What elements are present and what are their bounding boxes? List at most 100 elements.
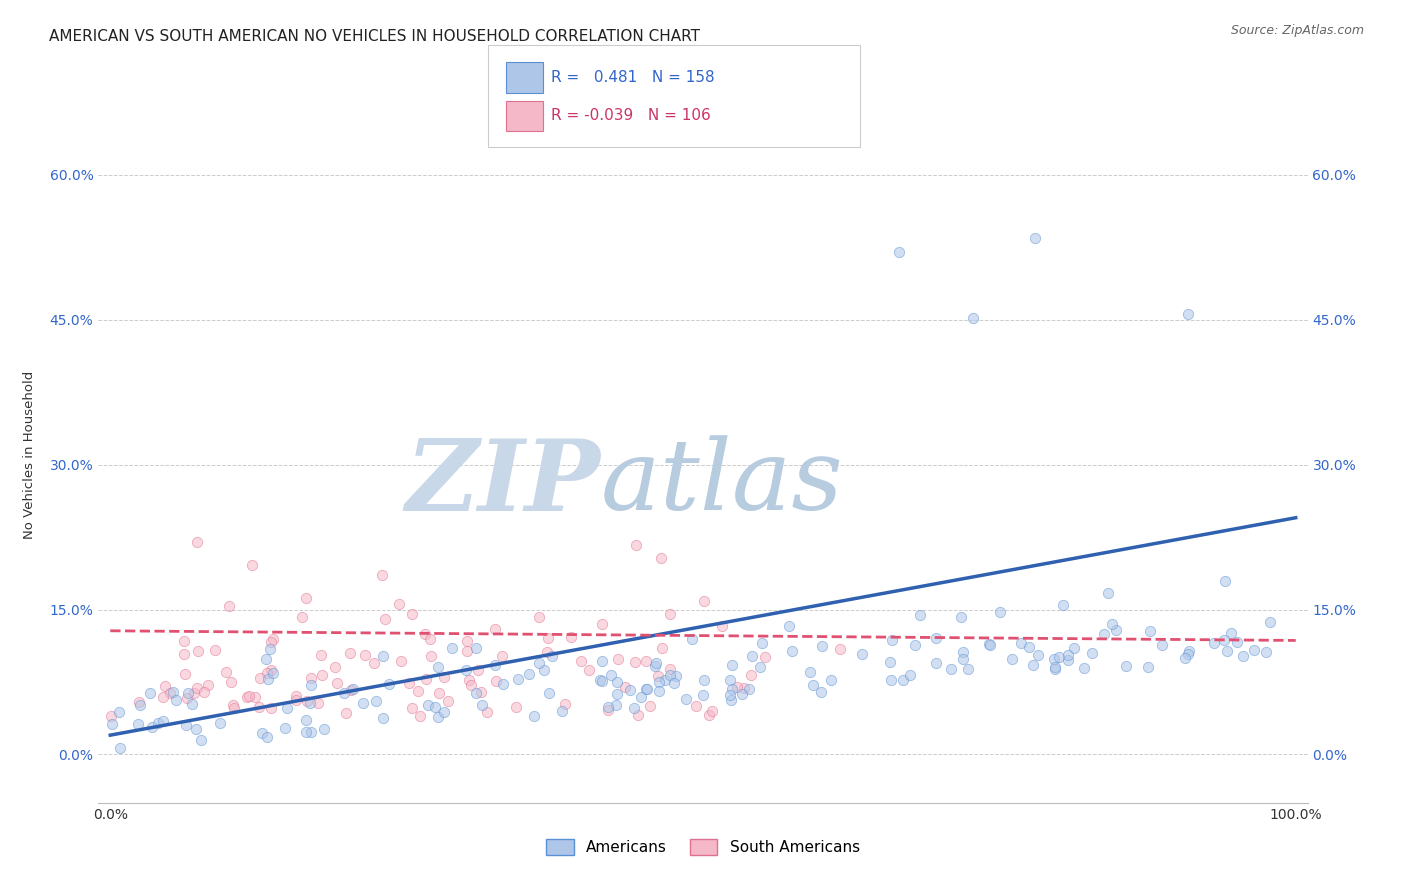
Point xyxy=(533,663,555,677)
Point xyxy=(224,700,246,714)
Point xyxy=(893,673,915,687)
Point xyxy=(692,688,714,702)
Point xyxy=(165,693,187,707)
Point xyxy=(325,676,347,690)
Point xyxy=(522,708,544,723)
Point xyxy=(700,704,723,718)
Point xyxy=(339,646,361,660)
Point xyxy=(749,660,772,674)
Point xyxy=(596,703,619,717)
Point xyxy=(401,700,423,714)
Point xyxy=(148,716,170,731)
Point xyxy=(471,698,494,712)
Point xyxy=(187,644,209,658)
Point xyxy=(554,697,576,711)
Point xyxy=(644,659,666,673)
Point xyxy=(173,647,195,661)
Point xyxy=(401,607,423,621)
Point xyxy=(427,709,450,723)
Point xyxy=(820,673,842,687)
Point xyxy=(778,618,800,632)
Point xyxy=(1215,574,1237,589)
Point xyxy=(720,693,742,707)
Point xyxy=(880,673,903,687)
Point xyxy=(651,640,673,655)
Point xyxy=(128,698,150,712)
Point xyxy=(260,700,283,714)
Point xyxy=(741,648,763,663)
Point xyxy=(388,597,411,611)
Point xyxy=(1018,640,1040,654)
Point xyxy=(174,717,197,731)
Point xyxy=(591,673,613,688)
Point xyxy=(485,673,508,688)
Point xyxy=(222,698,245,713)
Point xyxy=(354,648,377,662)
Point xyxy=(307,696,329,710)
Text: AMERICAN VS SOUTH AMERICAN NO VEHICLES IN HOUSEHOLD CORRELATION CHART: AMERICAN VS SOUTH AMERICAN NO VEHICLES I… xyxy=(49,29,700,44)
Point xyxy=(426,660,449,674)
Point xyxy=(506,672,529,686)
Point xyxy=(1174,651,1197,665)
Point xyxy=(908,608,931,623)
Point xyxy=(801,678,824,692)
Point xyxy=(364,694,387,708)
Point xyxy=(952,645,974,659)
Point xyxy=(256,730,278,744)
Point xyxy=(517,667,540,681)
Point xyxy=(540,648,562,663)
Point xyxy=(718,673,741,687)
Point xyxy=(664,676,686,690)
Point xyxy=(598,699,620,714)
Point xyxy=(295,714,318,728)
Point xyxy=(623,655,645,669)
Point xyxy=(299,671,322,685)
Point xyxy=(1258,615,1281,629)
Point xyxy=(262,665,284,680)
Point xyxy=(733,681,755,696)
Point xyxy=(658,662,681,676)
Point xyxy=(537,631,560,645)
Point xyxy=(648,684,671,698)
Point xyxy=(475,705,498,719)
Point xyxy=(645,657,668,671)
Point xyxy=(600,667,623,681)
Point xyxy=(636,682,658,697)
Point xyxy=(1226,634,1249,648)
Point xyxy=(389,654,412,668)
Point xyxy=(259,642,281,657)
Point xyxy=(162,685,184,699)
Point xyxy=(659,668,682,682)
Point xyxy=(1081,646,1104,660)
Point xyxy=(371,567,394,582)
Point xyxy=(1177,644,1199,658)
Point xyxy=(693,593,716,607)
Point xyxy=(190,732,212,747)
Text: Source: ZipAtlas.com: Source: ZipAtlas.com xyxy=(1230,24,1364,37)
Point xyxy=(636,654,658,668)
Point xyxy=(470,685,492,699)
Point xyxy=(219,675,242,690)
Point xyxy=(262,632,284,646)
Point xyxy=(197,678,219,692)
Point xyxy=(1139,624,1161,638)
Point xyxy=(247,700,270,714)
Point xyxy=(606,674,628,689)
Point xyxy=(751,636,773,650)
Point xyxy=(1212,633,1234,648)
Point xyxy=(238,690,260,704)
Point xyxy=(527,610,550,624)
Point xyxy=(299,678,322,692)
Point xyxy=(152,690,174,704)
Point xyxy=(291,610,314,624)
Point xyxy=(591,654,613,668)
Point xyxy=(527,656,550,670)
Point xyxy=(173,666,195,681)
Point xyxy=(1057,648,1080,663)
Point xyxy=(665,669,688,683)
Y-axis label: No Vehicles in Household: No Vehicles in Household xyxy=(22,371,35,539)
Point xyxy=(419,648,441,663)
Point xyxy=(721,682,744,697)
Point xyxy=(342,681,364,696)
Point xyxy=(648,675,671,690)
